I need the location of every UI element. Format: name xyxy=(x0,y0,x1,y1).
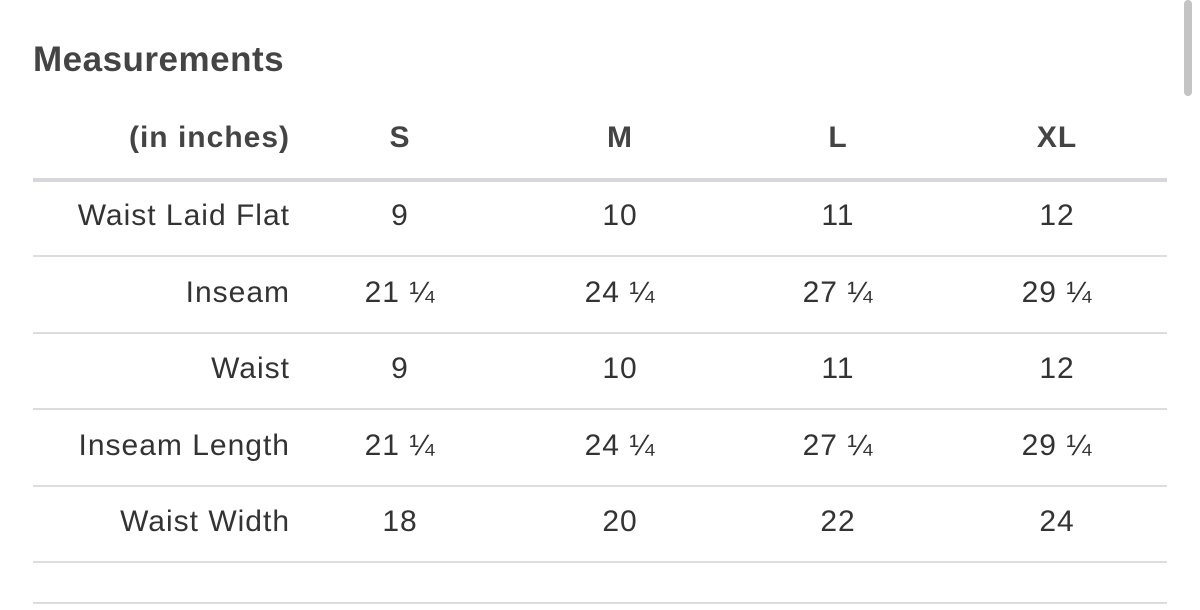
column-header: (in inches) xyxy=(128,121,290,154)
section-title: Measurements xyxy=(33,40,285,79)
header-divider xyxy=(33,178,1167,182)
column-header: L xyxy=(828,121,848,154)
row-label: Waist Laid Flat xyxy=(77,199,290,232)
row-divider xyxy=(33,561,1167,563)
cell-value: 24 ¼ xyxy=(584,275,656,309)
cell-value: 27 ¼ xyxy=(802,428,874,462)
cell-value: 9 xyxy=(391,199,409,232)
row-divider xyxy=(33,255,1167,257)
cell-value: 24 xyxy=(1039,505,1075,538)
cell-value: 11 xyxy=(821,199,855,232)
column-header: XL xyxy=(1036,121,1078,154)
cell-value: 20 xyxy=(602,505,638,538)
cell-value: 10 xyxy=(602,352,638,385)
cell-value: 12 xyxy=(1039,199,1075,232)
scrollbar[interactable] xyxy=(1184,0,1192,96)
row-divider xyxy=(33,484,1167,487)
cell-value: 9 xyxy=(391,352,409,385)
cell-value: 27 ¼ xyxy=(802,275,874,309)
cell-value: 29 ¼ xyxy=(1021,275,1093,309)
cell-value: 21 ¼ xyxy=(364,428,436,462)
cell-value: 22 xyxy=(820,505,856,538)
cell-value: 29 ¼ xyxy=(1021,428,1093,462)
row-label: Inseam Length xyxy=(78,428,290,462)
cell-value: 21 ¼ xyxy=(364,275,436,309)
cell-value: 12 xyxy=(1039,352,1075,385)
cell-value: 11 xyxy=(821,352,855,385)
row-label: Inseam xyxy=(185,275,290,309)
cell-value: 18 xyxy=(382,505,418,538)
cell-value: 10 xyxy=(602,199,638,232)
row-label: Waist xyxy=(211,352,290,385)
row-label: Waist Width xyxy=(120,505,290,538)
row-divider xyxy=(33,331,1167,334)
divider xyxy=(33,602,1167,604)
column-header: M xyxy=(607,121,633,154)
column-header: S xyxy=(389,121,411,154)
row-divider xyxy=(33,408,1167,410)
cell-value: 24 ¼ xyxy=(584,428,656,462)
